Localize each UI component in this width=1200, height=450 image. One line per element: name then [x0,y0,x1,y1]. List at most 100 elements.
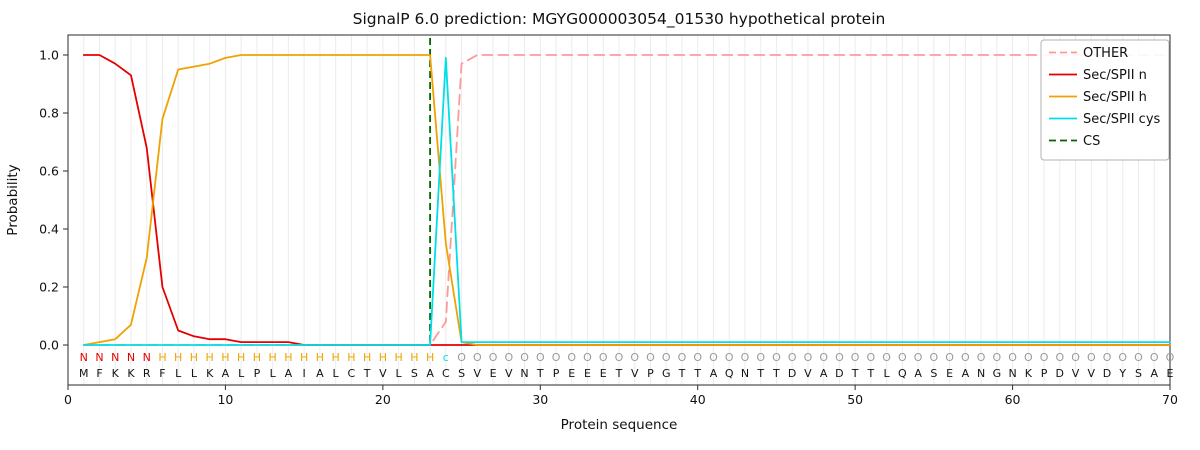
region-letter: O [945,351,954,364]
region-letter: O [1008,351,1017,364]
residue-letter: A [710,367,718,380]
residue-letter: K [112,367,120,380]
residue-letter: E [1167,367,1174,380]
region-letter: H [379,351,387,364]
residue-letter: T [363,367,371,380]
region-letter: O [851,351,860,364]
region-letter: N [143,351,151,364]
y-tick-label: 1.0 [39,48,59,63]
residue-letter: T [851,367,859,380]
series-sec-spii-cys [82,57,1171,346]
chart-title: SignalP 6.0 prediction: MGYG000003054_01… [353,10,886,29]
region-letter: O [1166,351,1175,364]
residue-letter: K [206,367,214,380]
residue-letter: C [348,367,356,380]
residue-letter: K [127,367,135,380]
region-letter: O [457,351,466,364]
region-letter: H [158,351,166,364]
region-letter: O [646,351,655,364]
region-letter: H [174,351,182,364]
region-letter: N [95,351,103,364]
x-tick-label: 10 [217,392,233,407]
residue-letter: V [631,367,639,380]
residue-letter: A [426,367,434,380]
residue-letter: F [159,367,165,380]
residue-letter: P [254,367,261,380]
residue-letter: S [1135,367,1142,380]
region-letter: O [914,351,923,364]
region-letter: O [741,351,750,364]
x-tick-label: 40 [690,392,706,407]
y-tick-label: 0.0 [39,338,59,353]
gridlines [83,35,1171,385]
residue-letter: T [867,367,875,380]
region-letter: O [977,351,986,364]
region-letter: H [316,351,324,364]
region-letter: H [237,351,245,364]
region-letter: O [961,351,970,364]
residue-letter: R [143,367,151,380]
region-letter: O [1071,351,1080,364]
region-letter: c [443,351,449,364]
region-letter: O [615,351,624,364]
region-letter: O [1150,351,1159,364]
residue-letter: D [835,367,843,380]
residue-letter: S [458,367,465,380]
x-tick-label: 20 [375,392,391,407]
y-tick-label: 0.6 [39,164,59,179]
residue-letter: E [584,367,591,380]
region-letter: O [599,351,608,364]
region-letter: O [992,351,1001,364]
region-letter: O [489,351,498,364]
chart-layers: 0.00.20.40.60.81.00 10 20 30 40 50 60 70N N N N N H H… [39,34,1178,407]
residue-letter: E [490,367,497,380]
residue-letter: T [756,367,764,380]
region-letter: O [504,351,513,364]
region-letter: H [190,351,198,364]
residue-letter: C [442,367,450,380]
legend: OTHER Sec/SPII n Sec/SPII h Sec/SPII cys CS [1040,39,1170,161]
region-letter: O [678,351,687,364]
legend-label: Sec/SPII cys [1083,112,1161,127]
residue-letter: Q [725,367,734,380]
region-letter: O [709,351,718,364]
residue-letter: N [741,367,749,380]
region-letter: N [80,351,88,364]
region-letter: H [284,351,292,364]
residue-letter: Q [898,367,907,380]
residue-letter: P [647,367,654,380]
legend-label: OTHER [1083,46,1128,61]
region-letter: O [630,351,639,364]
y-axis-label: Probability [5,164,21,235]
residue-letter: T [536,367,544,380]
region-letter: O [473,351,482,364]
residue-letter: E [568,367,575,380]
residue-letter: V [1088,367,1096,380]
region-letter: O [725,351,734,364]
residue-letter: L [191,367,198,380]
residue-letter: K [1025,367,1033,380]
residue-letter: A [962,367,970,380]
residue-letter: A [222,367,230,380]
x-tick-label: 60 [1005,392,1021,407]
region-letter: H [253,351,261,364]
residue-letter: T [772,367,780,380]
series-sec-spii-h [82,54,1171,346]
x-tick-label: 0 [64,392,72,407]
series-sec-spii-n [82,54,1171,346]
residue-letter: L [884,367,891,380]
residue-letter: A [914,367,922,380]
residue-letter: V [379,367,387,380]
x-axis-label: Protein sequence [561,417,678,433]
region-letter: H [221,351,229,364]
residue-letter: A [285,367,293,380]
residue-letter: I [303,367,306,380]
region-letter: O [867,351,876,364]
region-letter: N [127,351,135,364]
region-letter: H [300,351,308,364]
region-letter: O [788,351,797,364]
